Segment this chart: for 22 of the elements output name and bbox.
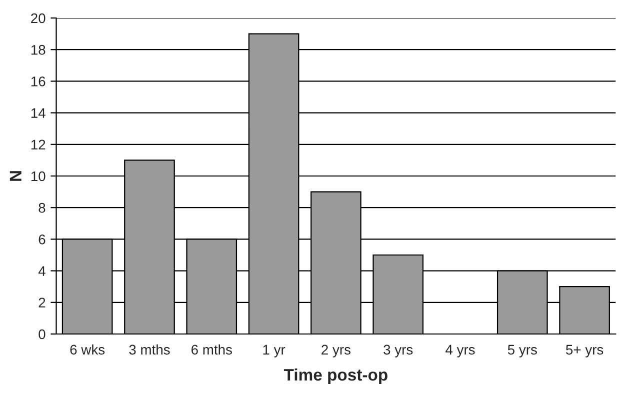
y-tick-label: 10 xyxy=(31,171,46,182)
x-tick-label: 4 yrs xyxy=(446,344,475,358)
x-tick-label: 3 mths xyxy=(129,344,170,355)
y-tick-label: 14 xyxy=(31,108,46,118)
x-tick-label: 3 yrs xyxy=(384,344,413,358)
x-tick-label: 5+ yrs xyxy=(566,344,604,358)
y-tick-label: 12 xyxy=(31,140,46,150)
y-tick-label: 0 xyxy=(38,329,46,340)
x-axis-title: Time post-op xyxy=(284,368,388,384)
y-tick-label: 18 xyxy=(31,44,46,55)
y-tick-label: 4 xyxy=(38,266,46,276)
y-axis-title: N xyxy=(10,171,22,181)
x-tick-label: 2 yrs xyxy=(322,344,350,358)
y-tick-label: 2 xyxy=(38,298,46,308)
y-tick-label: 20 xyxy=(31,13,46,24)
y-tick-label: 16 xyxy=(31,76,46,86)
y-tick-label: 6 xyxy=(38,234,46,244)
x-tick-label: 5 yrs xyxy=(508,344,537,358)
y-tick-label: 8 xyxy=(38,202,46,213)
x-tick-label: 6 wks xyxy=(70,344,105,355)
x-tick-label: 1 yr xyxy=(263,344,286,358)
x-tick-label: 6 mths xyxy=(192,344,232,355)
